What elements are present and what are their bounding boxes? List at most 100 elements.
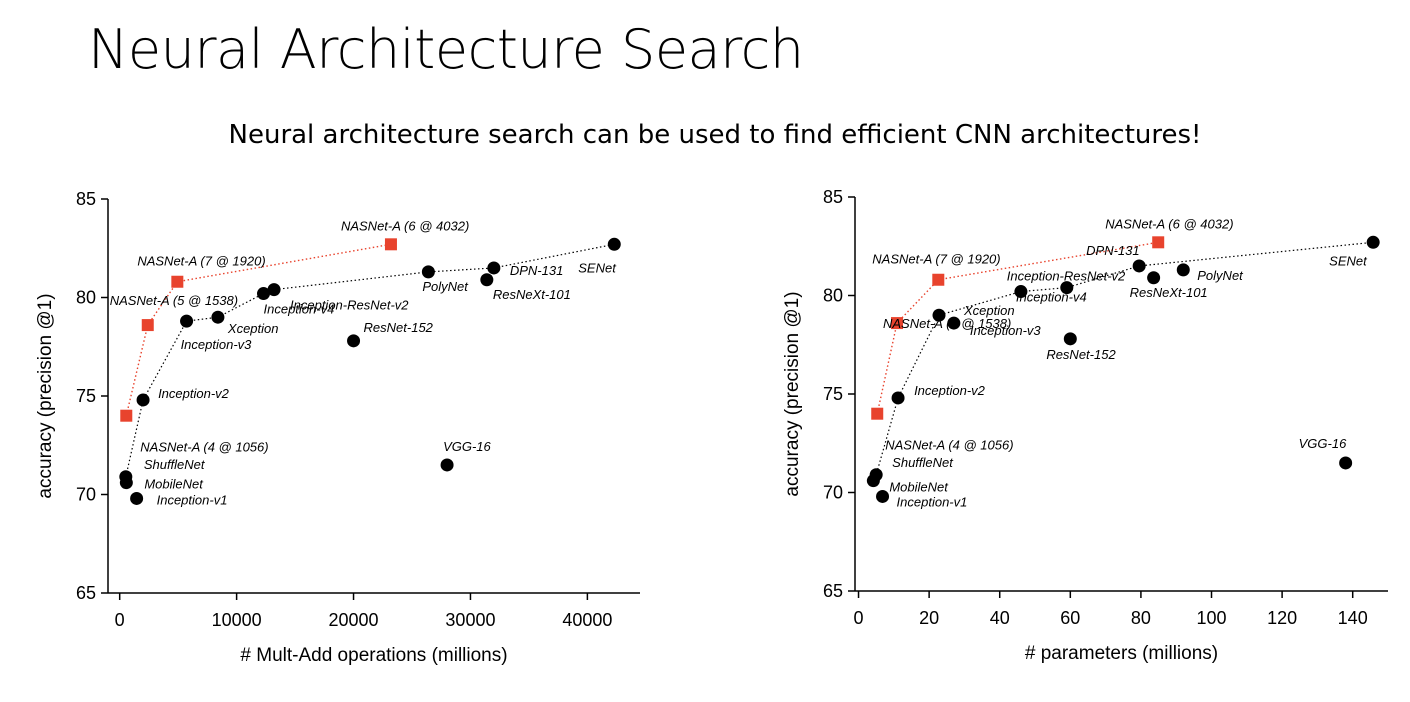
point-label-vgg-16: VGG-16 [1299, 436, 1347, 451]
point-nasnet-a-4-1056 [871, 407, 884, 420]
point-label-inception-v3: Inception-v3 [181, 337, 253, 352]
point-label-resnet-152: ResNet-152 [1046, 347, 1116, 362]
point-label-nasnet-a-4-1056: NASNet-A (4 @ 1056) [885, 438, 1013, 453]
point-label-nasnet-a-5-1538: NASNet-A (5 @ 1538) [883, 316, 1011, 331]
point-label-resnext-101: ResNeXt-101 [493, 287, 571, 302]
point-resnext-101 [1147, 271, 1161, 285]
point-label-polynet: PolyNet [422, 279, 469, 294]
point-inception-v2 [891, 391, 905, 405]
point-vgg-16 [440, 458, 454, 472]
point-nasnet-a-6-4032 [1152, 236, 1165, 249]
point-label-inception-resnet-v2: Inception-ResNet-v2 [290, 298, 409, 313]
point-label-inception-v4: Inception-v4 [264, 302, 335, 317]
x-tick-label: 140 [1338, 608, 1368, 628]
point-dpn-131 [487, 261, 501, 275]
point-label-nasnet-a-6-4032: NASNet-A (6 @ 4032) [341, 218, 469, 233]
x-tick-label: 10000 [212, 610, 262, 630]
point-label-mobilenet: MobileNet [889, 480, 949, 495]
y-tick-label: 75 [76, 386, 96, 406]
point-label-xception: Xception [963, 303, 1015, 318]
point-inception-v1 [876, 489, 890, 503]
point-nasnet-a-7-1920 [171, 275, 184, 288]
point-label-inception-v2: Inception-v2 [914, 383, 986, 398]
x-tick-label: 80 [1131, 608, 1151, 628]
point-resnet-152 [1063, 332, 1077, 346]
point-label-nasnet-a-7-1920: NASNet-A (7 @ 1920) [137, 254, 265, 269]
point-inception-v4 [1014, 285, 1028, 299]
point-shufflenet [869, 468, 883, 482]
point-label-inception-resnet-v2: Inception-ResNet-v2 [1007, 269, 1126, 284]
point-label-dpn-131: DPN-131 [510, 263, 563, 278]
x-tick-label: 120 [1267, 608, 1297, 628]
point-label-nasnet-a-4-1056: NASNet-A (4 @ 1056) [140, 440, 268, 455]
y-tick-label: 65 [823, 581, 843, 601]
point-label-inception-v2: Inception-v2 [158, 386, 230, 401]
point-label-senet: SENet [1329, 253, 1368, 268]
point-label-inception-v3: Inception-v3 [970, 323, 1042, 338]
y-axis-label: accuracy (precision @1) [782, 291, 803, 496]
point-label-dpn-131: DPN-131 [1086, 243, 1139, 258]
x-tick-label: 40000 [562, 610, 612, 630]
nasnet-frontier-line [876, 241, 1159, 414]
point-label-resnet-152: ResNet-152 [364, 320, 434, 335]
point-inception-v3 [180, 314, 194, 328]
slide-subtitle: Neural architecture search can be used t… [228, 120, 1202, 150]
point-resnext-101 [480, 273, 494, 287]
y-tick-label: 70 [823, 483, 843, 503]
y-tick-label: 85 [76, 189, 96, 209]
point-label-polynet: PolyNet [1197, 268, 1244, 283]
point-label-resnext-101: ResNeXt-101 [1130, 285, 1208, 300]
point-vgg-16 [1339, 456, 1353, 470]
baseline-frontier-line [125, 243, 615, 477]
point-label-vgg-16: VGG-16 [443, 439, 491, 454]
x-tick-label: 40 [990, 608, 1010, 628]
point-inception-v1 [130, 491, 144, 505]
x-tick-label: 30000 [445, 610, 495, 630]
point-polynet [421, 265, 435, 279]
point-label-shufflenet: ShuffleNet [892, 455, 954, 470]
point-label-inception-v1: Inception-v1 [157, 492, 228, 507]
point-label-senet: SENet [578, 260, 617, 275]
point-resnet-152 [347, 334, 361, 348]
point-inception-resnet-v2 [267, 283, 281, 297]
x-tick-label: 20 [919, 608, 939, 628]
x-tick-label: 100 [1196, 608, 1226, 628]
point-nasnet-a-6-4032 [384, 238, 397, 251]
point-xception [211, 310, 225, 324]
point-label-nasnet-a-5-1538: NASNet-A (5 @ 1538) [110, 293, 238, 308]
point-inception-resnet-v2 [1060, 281, 1074, 295]
x-axis-label: # parameters (millions) [1025, 643, 1218, 664]
y-tick-label: 75 [823, 384, 843, 404]
point-label-nasnet-a-6-4032: NASNet-A (6 @ 4032) [1105, 216, 1233, 231]
point-senet [1366, 235, 1380, 249]
y-axis-label: accuracy (precision @1) [35, 293, 56, 498]
point-label-inception-v1: Inception-v1 [897, 494, 968, 509]
y-tick-label: 70 [76, 485, 96, 505]
point-inception-v3 [947, 316, 961, 330]
point-nasnet-a-4-1056 [120, 409, 133, 422]
x-tick-label: 60 [1060, 608, 1080, 628]
y-tick-label: 85 [823, 187, 843, 207]
y-tick-label: 80 [823, 286, 843, 306]
x-tick-label: 20000 [329, 610, 379, 630]
x-axis-label: # Mult-Add operations (millions) [240, 645, 507, 666]
y-tick-label: 80 [76, 288, 96, 308]
point-inception-v4 [257, 287, 271, 301]
point-mobilenet [119, 476, 133, 490]
x-tick-label: 0 [854, 608, 864, 628]
point-label-xception: Xception [227, 321, 279, 336]
y-tick-label: 65 [76, 583, 96, 603]
point-label-nasnet-a-7-1920: NASNet-A (7 @ 1920) [872, 252, 1000, 267]
point-polynet [1176, 263, 1190, 277]
point-xception [932, 308, 946, 322]
slide-title: Neural Architecture Search [88, 18, 804, 81]
point-nasnet-a-7-1920 [932, 273, 945, 286]
baseline-frontier-line [872, 241, 1374, 481]
point-label-shufflenet: ShuffleNet [144, 457, 206, 472]
point-dpn-131 [1132, 259, 1146, 273]
point-senet [607, 237, 621, 251]
point-inception-v2 [136, 393, 150, 407]
point-label-inception-v4: Inception-v4 [1016, 290, 1087, 305]
